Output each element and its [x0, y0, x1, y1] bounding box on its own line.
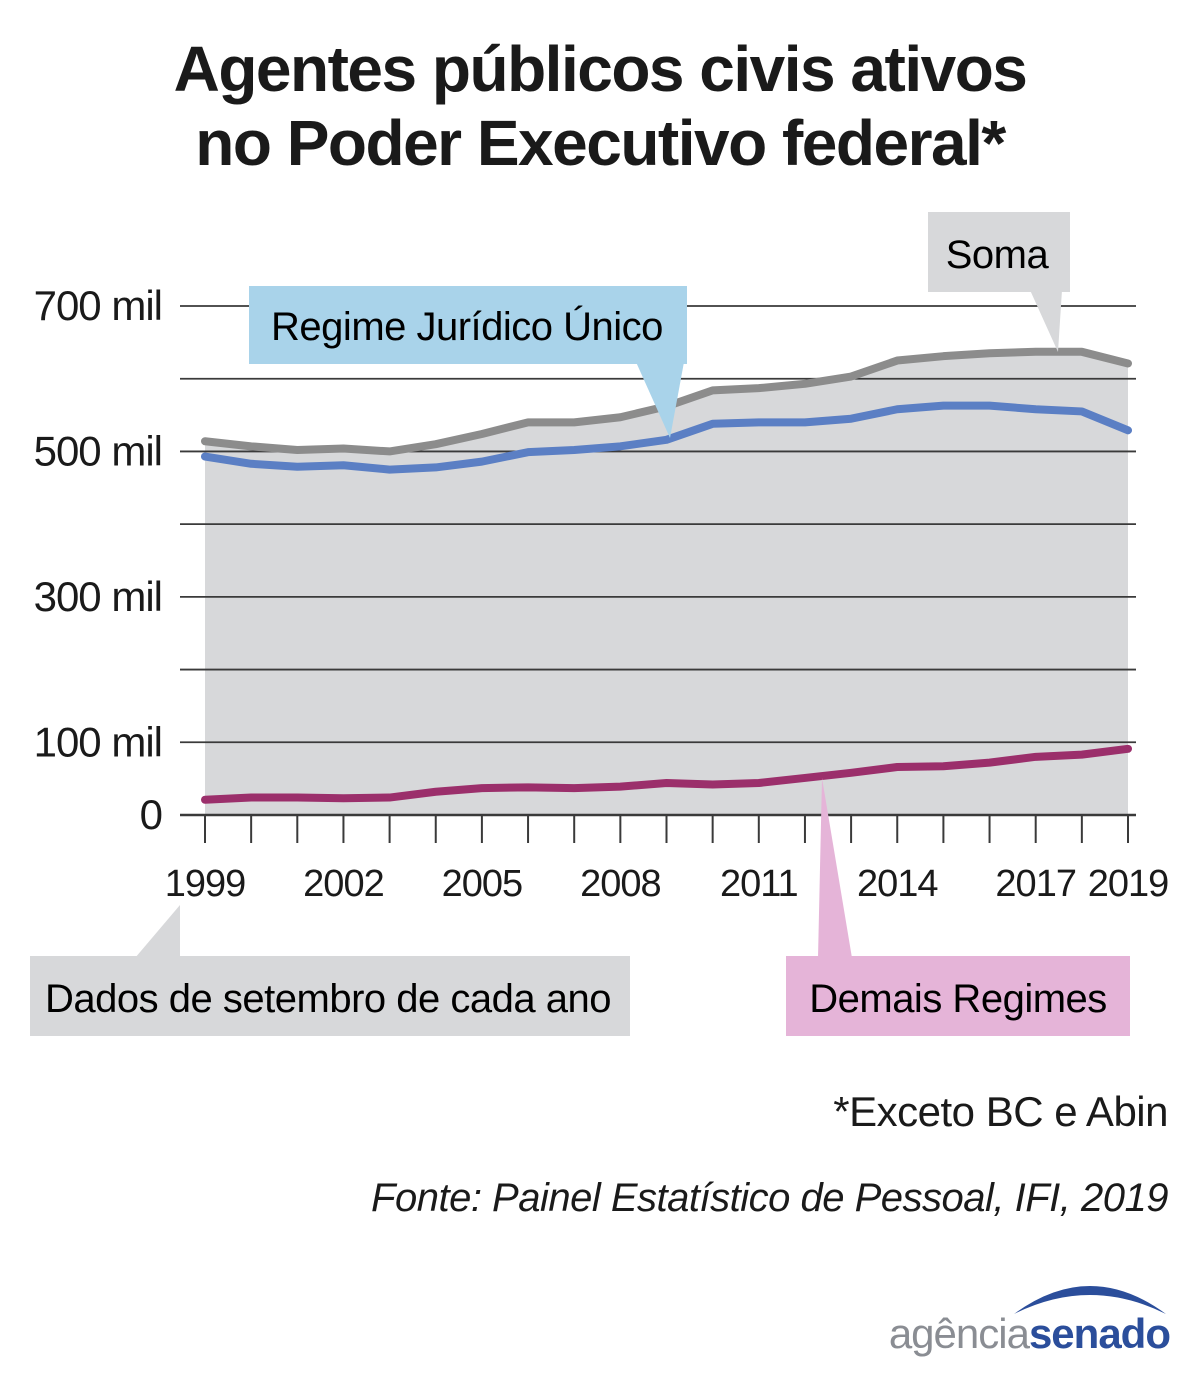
y-tick-label: 100 mil — [34, 718, 162, 765]
rju-callout-label: Regime Jurídico Único — [271, 304, 663, 349]
y-tick-label: 300 mil — [34, 573, 162, 620]
dados-callout-pointer — [135, 905, 180, 958]
callouts: Soma Regime Jurídico Único Demais Regimes D… — [30, 212, 1130, 1036]
soma-callout-pointer — [1030, 290, 1062, 352]
logo-senado-text: senado — [1028, 1310, 1171, 1357]
rju-line — [201, 401, 1132, 474]
rju-callout-pointer — [636, 362, 684, 438]
agencia-senado-logo: agênciasenado — [870, 1268, 1171, 1358]
x-axis — [180, 813, 1136, 843]
x-tick-label: 2005 — [442, 863, 523, 905]
chart-title: Agentes públicos civis ativos no Poder E… — [0, 32, 1200, 180]
y-tick-label: 500 mil — [34, 427, 162, 474]
chart-title-line-1: Agentes públicos civis ativos — [173, 33, 1028, 105]
footnote: *Exceto BC e Abin — [833, 1088, 1168, 1135]
x-tick-label: 2019 — [1088, 863, 1169, 905]
x-axis-labels: 1999 2002 2005 2008 2011 2014 2017 2019 — [165, 863, 1170, 905]
logo-agencia-text: agência — [888, 1310, 1030, 1357]
dados-callout-label: Dados de setembro de cada ano — [45, 977, 611, 1021]
x-tick-label: 2002 — [303, 863, 384, 905]
demais-regimes-callout-pointer — [818, 778, 852, 958]
chart-title-line-2: no Poder Executivo federal* — [195, 107, 1006, 179]
x-tick-label: 2011 — [720, 863, 798, 905]
demais-regimes-line — [201, 744, 1132, 804]
dados-callout-box — [30, 956, 630, 1036]
y-tick-label: 0 — [140, 791, 162, 838]
demais-regimes-callout-label: Demais Regimes — [809, 977, 1107, 1021]
logo-text: agênciasenado — [888, 1310, 1171, 1358]
source-note: Fonte: Painel Estatístico de Pessoal, IF… — [371, 1176, 1168, 1220]
demais-regimes-callout-box — [786, 956, 1130, 1036]
rju-callout-box — [249, 286, 687, 364]
line-chart: 700 mil 500 mil 300 mil 100 mil 0 1999 2002 20… — [30, 212, 1170, 1036]
x-tick-label: 1999 — [165, 863, 246, 905]
y-tick-label: 700 mil — [34, 282, 162, 329]
x-tick-label: 2014 — [857, 863, 938, 905]
x-tick-label: 2008 — [580, 863, 661, 905]
x-tick-label: 2017 — [995, 863, 1076, 905]
soma-callout-label: Soma — [946, 233, 1050, 277]
logo-arc-icon — [1014, 1286, 1166, 1314]
y-axis-labels: 700 mil 500 mil 300 mil 100 mil 0 — [34, 282, 163, 838]
soma-callout-box — [928, 212, 1070, 292]
